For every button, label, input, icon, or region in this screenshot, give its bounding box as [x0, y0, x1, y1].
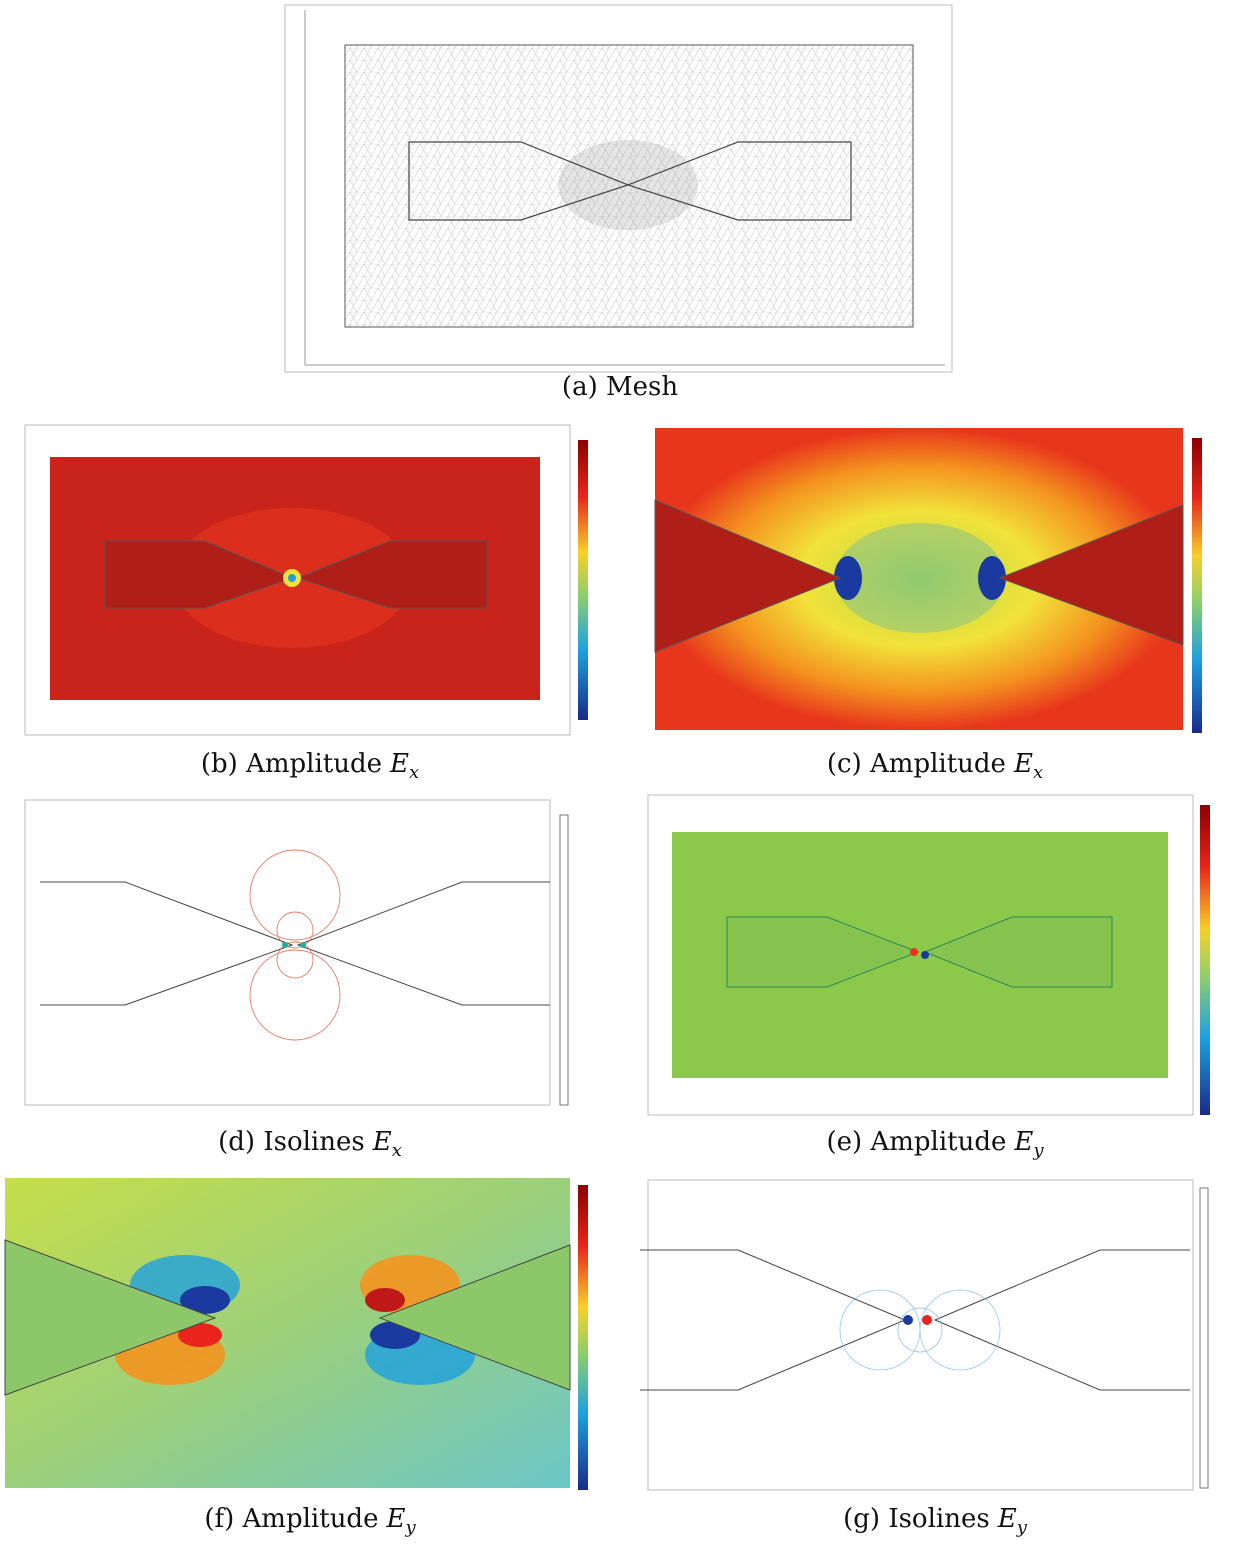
caption-subscript: y — [1032, 1140, 1044, 1161]
caption-symbol: E — [1013, 749, 1033, 779]
panel-isolines-ey — [640, 1179, 1209, 1491]
caption-label: (e) Amplitude — [826, 1127, 1006, 1157]
caption-subscript: y — [1016, 1517, 1028, 1538]
caption: (d) Isolines Ex — [218, 1127, 402, 1161]
panel-amplitude-ey — [647, 794, 1210, 1116]
caption-symbol: E — [385, 1504, 405, 1534]
caption-symbol: E — [372, 1127, 392, 1157]
caption-label: (f) Amplitude — [204, 1504, 378, 1534]
caption: (b) Amplitude Ex — [201, 749, 419, 783]
panel-mesh — [284, 4, 953, 373]
panel-isolines-ex — [24, 799, 569, 1106]
caption: (g) Isolines Ey — [843, 1504, 1028, 1538]
caption-symbol: E — [997, 1504, 1017, 1534]
panel-amplitude-ex-zoom — [654, 428, 1202, 733]
caption: (c) Amplitude Ex — [827, 749, 1043, 783]
caption: (f) Amplitude Ey — [204, 1504, 416, 1538]
caption-label: (a) Mesh — [562, 372, 678, 402]
panel-amplitude-ex — [24, 424, 588, 736]
caption-subscript: x — [392, 1140, 402, 1161]
caption-label: (c) Amplitude — [827, 749, 1006, 779]
caption-label: (d) Isolines — [218, 1127, 365, 1157]
caption-symbol: E — [389, 749, 409, 779]
caption: (e) Amplitude Ey — [826, 1127, 1044, 1161]
caption-subscript: x — [1033, 762, 1043, 783]
caption-label: (g) Isolines — [843, 1504, 990, 1534]
panel-amplitude-ey-zoom — [4, 1178, 588, 1490]
caption: (a) Mesh — [562, 372, 678, 402]
caption-symbol: E — [1013, 1127, 1033, 1157]
caption-subscript: x — [409, 762, 419, 783]
caption-label: (b) Amplitude — [201, 749, 382, 779]
caption-subscript: y — [404, 1517, 416, 1538]
